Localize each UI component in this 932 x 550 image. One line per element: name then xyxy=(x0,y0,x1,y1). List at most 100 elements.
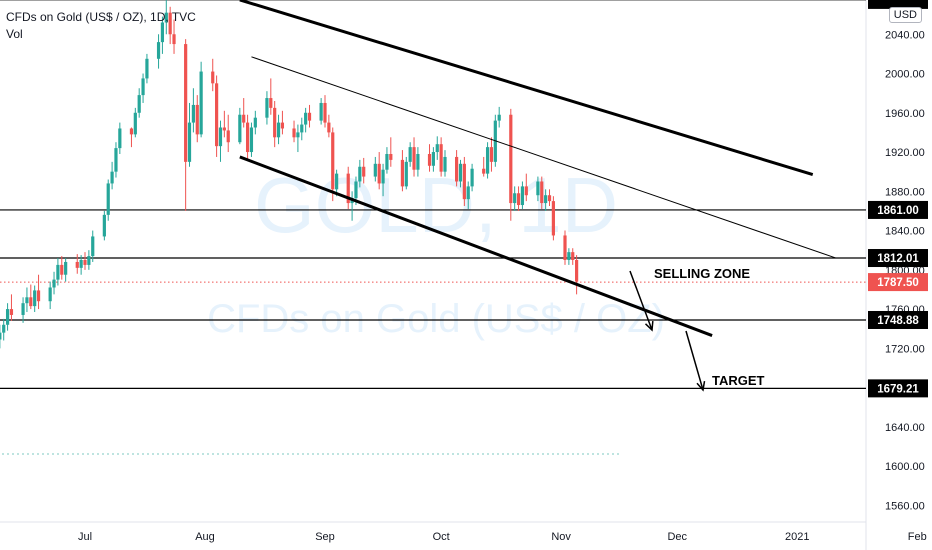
candle-body xyxy=(141,78,145,96)
x-tick-label: Feb xyxy=(908,531,927,543)
channel-bottom-line[interactable] xyxy=(239,155,713,337)
x-tick-label: Sep xyxy=(315,531,335,543)
candle-body xyxy=(226,130,230,143)
candle-body xyxy=(575,260,579,282)
candle-body xyxy=(29,297,33,307)
candle-body xyxy=(168,12,172,35)
candle-body xyxy=(25,297,29,304)
candle-body xyxy=(513,193,517,204)
candle-body xyxy=(427,154,432,166)
candle-body xyxy=(133,112,137,135)
candle-body xyxy=(211,71,215,84)
candle-body xyxy=(199,71,203,135)
selling-zone-annotation[interactable]: SELLING ZONE xyxy=(654,266,750,281)
candle-body xyxy=(563,235,567,260)
candle-body xyxy=(106,183,110,215)
candle-body xyxy=(358,166,362,182)
candle-body xyxy=(520,186,525,206)
candle-body xyxy=(218,127,223,147)
volume-label[interactable]: Vol xyxy=(6,27,23,41)
candle-body xyxy=(172,34,176,45)
price-label-box-top xyxy=(868,0,928,9)
candle-body xyxy=(164,12,168,23)
price-label-box xyxy=(868,200,928,219)
candle-body xyxy=(373,163,377,177)
candle-body xyxy=(307,112,312,121)
candle-body xyxy=(87,256,91,265)
candle-body xyxy=(400,159,405,187)
candle-body xyxy=(377,163,381,184)
candle-body xyxy=(354,181,358,199)
candle-body xyxy=(435,144,439,153)
candle-body xyxy=(2,324,6,333)
candle-body xyxy=(110,171,114,184)
y-tick-label: 1840.00 xyxy=(885,226,925,238)
watermark-description: CFDs on Gold (US$ / OZ) xyxy=(207,297,665,341)
candle-body xyxy=(75,261,79,268)
candle-body xyxy=(21,303,25,315)
candle-body xyxy=(102,214,106,237)
candle-body xyxy=(253,117,257,128)
candle-body xyxy=(215,83,219,147)
symbol-title[interactable]: CFDs on Gold (US$ / OZ), 1D, TVC xyxy=(6,10,196,24)
target-annotation[interactable]: TARGET xyxy=(712,373,765,388)
candle-body xyxy=(571,252,575,260)
price-label: 1812.01 xyxy=(877,253,919,265)
channel-middle-line[interactable] xyxy=(251,56,837,259)
y-tick-label: 1880.00 xyxy=(885,186,925,198)
x-tick-label: Jul xyxy=(78,531,92,543)
candle-body xyxy=(56,264,60,280)
candle-body xyxy=(33,290,37,307)
candle-body xyxy=(48,287,52,302)
price-label: 1787.50 xyxy=(877,277,919,289)
price-label-box xyxy=(868,310,928,329)
arrow-to-target-head xyxy=(696,381,706,392)
candle-body xyxy=(509,114,513,204)
price-label: 1861.00 xyxy=(877,205,919,217)
candle-body xyxy=(187,122,192,162)
candle-body xyxy=(5,309,10,325)
candle-body xyxy=(536,181,540,196)
candle-body xyxy=(114,148,118,172)
chart-legend: CFDs on Gold (US$ / OZ), 1D, TVC Vol xyxy=(6,9,196,43)
candle-body xyxy=(362,166,366,177)
candle-body xyxy=(300,124,304,133)
candle-body xyxy=(292,128,296,138)
candle-body xyxy=(408,147,412,162)
candle-body xyxy=(567,252,571,260)
currency-button[interactable]: USD xyxy=(888,7,922,23)
price-label: 1748.88 xyxy=(877,315,919,327)
y-tick-label: 1640.00 xyxy=(885,422,925,434)
arrow-to-target[interactable] xyxy=(685,330,704,391)
candle-body xyxy=(9,309,14,315)
candle-body xyxy=(36,290,41,302)
price-label: 1679.21 xyxy=(877,383,919,395)
candle-body xyxy=(524,186,528,196)
candle-body xyxy=(547,195,552,202)
candle-body xyxy=(269,98,273,108)
arrow-to-selling-zone[interactable] xyxy=(629,270,653,331)
price-label-box xyxy=(868,273,928,292)
candle-body xyxy=(416,154,420,170)
candle-body xyxy=(331,132,335,190)
candle-body xyxy=(482,168,486,174)
y-tick-label: 2040.00 xyxy=(885,29,925,41)
candle-body xyxy=(466,186,470,200)
candle-body xyxy=(516,193,521,206)
candle-body xyxy=(0,332,2,340)
candle-body xyxy=(265,98,269,118)
y-tick-label: 1720.00 xyxy=(885,343,925,355)
candle-body xyxy=(381,169,385,184)
candle-body xyxy=(335,173,339,190)
candle-body xyxy=(540,181,544,204)
x-tick-label: Aug xyxy=(195,531,215,543)
candle-body xyxy=(145,58,149,79)
candle-body xyxy=(60,264,64,275)
channel-top-line[interactable] xyxy=(239,0,814,177)
candle-body xyxy=(404,161,408,187)
candle-body xyxy=(156,42,161,59)
candle-body xyxy=(323,102,327,123)
candle-body xyxy=(79,260,83,268)
